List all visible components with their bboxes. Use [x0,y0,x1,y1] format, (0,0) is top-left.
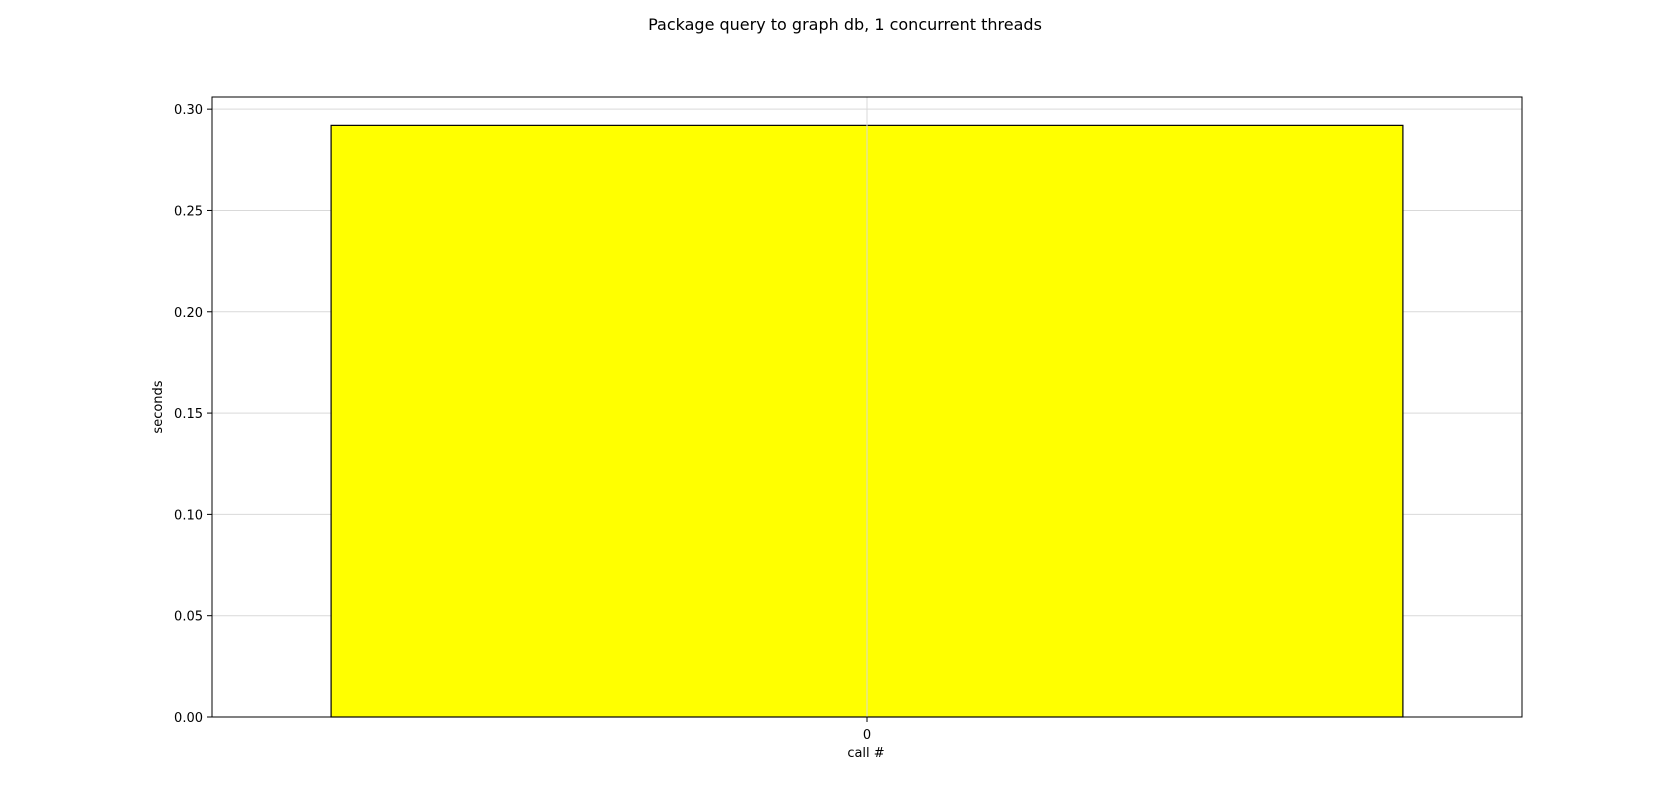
x-axis: 0 [863,717,871,743]
y-tick-label: 0.10 [174,508,203,523]
y-tick-label: 0.00 [174,711,203,726]
x-axis-label: call # [847,746,884,761]
y-tick-label: 0.25 [174,204,203,219]
y-tick-label: 0.20 [174,306,203,321]
x-tick-label: 0 [863,728,871,743]
y-tick-label: 0.15 [174,407,203,422]
y-tick-label: 0.05 [174,610,203,625]
chart-title: Package query to graph db, 1 concurrent … [648,15,1042,34]
y-axis: 0.00 0.05 0.10 0.15 0.20 0.25 0.30 [174,103,212,726]
y-tick-label: 0.30 [174,103,203,118]
y-axis-label: seconds [151,380,166,433]
bars [330,97,1404,718]
